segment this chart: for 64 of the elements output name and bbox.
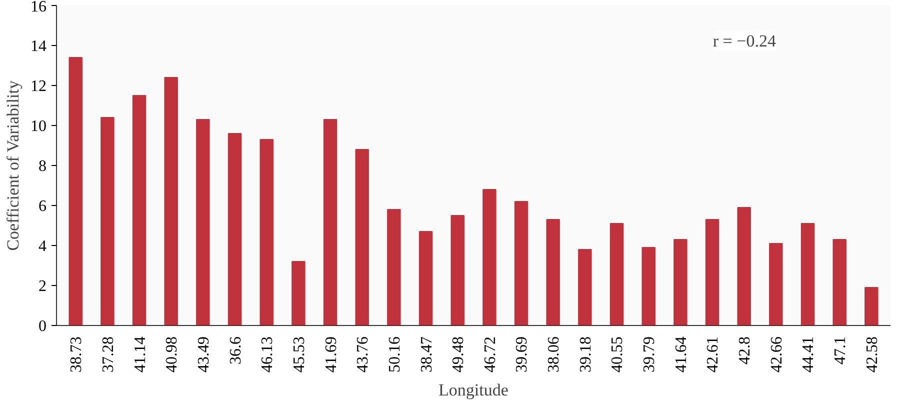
- x-tick-label: 38.06: [546, 336, 563, 372]
- bar: [482, 189, 496, 326]
- bar: [769, 243, 783, 326]
- bar: [450, 215, 464, 326]
- y-tick-label: 16: [30, 0, 46, 16]
- bar: [387, 209, 401, 326]
- bar: [292, 261, 306, 326]
- y-tick-label: 8: [38, 158, 46, 175]
- x-tick-label: 44.41: [800, 336, 818, 372]
- bar: [642, 247, 656, 326]
- bar: [260, 139, 274, 326]
- y-tick-label: 0: [38, 318, 46, 335]
- x-tick-label: 42.61: [704, 336, 722, 372]
- x-tick-label: 43.76: [354, 336, 372, 372]
- x-tick-label: 47.1: [832, 336, 850, 364]
- x-tick-label: 40.98: [164, 336, 181, 372]
- y-tick-label: 14: [30, 38, 46, 55]
- bar: [832, 239, 846, 326]
- bar: [737, 207, 751, 326]
- x-tick-label: 41.14: [132, 336, 149, 372]
- bar: [164, 77, 178, 326]
- y-tick-label: 4: [38, 238, 46, 255]
- bar: [864, 287, 878, 326]
- x-tick-label: 39.69: [514, 336, 531, 372]
- y-tick-label: 6: [38, 198, 46, 215]
- bar: [546, 219, 560, 326]
- bar: [68, 57, 82, 326]
- bar: [578, 249, 592, 326]
- bar: [228, 133, 242, 326]
- x-tick-label: 42.66: [768, 336, 786, 372]
- annotation: r = −0.24: [712, 31, 776, 50]
- bar: [355, 149, 369, 326]
- bar: [514, 201, 528, 326]
- x-tick-label: 36.6: [227, 336, 244, 364]
- bar: [674, 239, 688, 326]
- bar: [132, 95, 146, 326]
- bar: [323, 119, 338, 326]
- x-tick-label: 49.48: [450, 336, 468, 372]
- x-tick-label: 46.72: [482, 336, 499, 372]
- x-tick-label: 42.58: [864, 336, 881, 372]
- x-tick-label: 41.64: [672, 336, 690, 372]
- x-tick-label: 37.28: [100, 336, 117, 372]
- x-tick-label: 38.47: [418, 336, 436, 372]
- x-tick-label: 39.79: [641, 336, 658, 372]
- x-tick-label: 38.73: [68, 336, 86, 372]
- y-tick-label: 2: [38, 278, 46, 295]
- x-tick-label: 46.13: [259, 336, 276, 372]
- x-tick-label: 43.49: [195, 336, 212, 372]
- bar: [196, 119, 210, 326]
- bar: [800, 223, 815, 326]
- bar: [100, 117, 114, 326]
- x-tick-label: 41.69: [322, 336, 340, 372]
- x-tick-label: 50.16: [386, 336, 404, 372]
- y-tick-label: 10: [30, 118, 46, 135]
- bar: [610, 223, 624, 326]
- y-axis-title: Coefficient of Variability: [4, 80, 22, 251]
- x-axis-title: Longitude: [438, 380, 508, 400]
- x-tick-label: 45.53: [290, 336, 308, 372]
- x-tick-label: 42.8: [736, 336, 754, 364]
- x-tick-label: 40.55: [609, 336, 626, 372]
- bar: [705, 219, 720, 326]
- x-tick-label: 39.18: [577, 336, 594, 372]
- y-tick-label: 12: [30, 78, 46, 95]
- bar: [418, 231, 433, 326]
